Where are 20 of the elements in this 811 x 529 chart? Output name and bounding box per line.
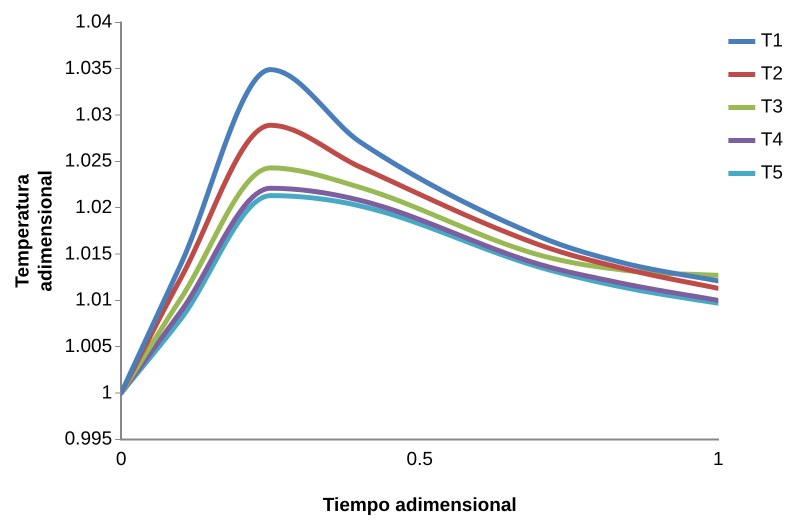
- y-tick-label: 1.01: [75, 290, 112, 311]
- y-tick-label: 1.035: [64, 58, 112, 79]
- y-tick-label: 1.025: [64, 150, 112, 172]
- legend-label: T4: [760, 130, 784, 151]
- y-tick-label: 1.04: [75, 12, 113, 33]
- x-tick-label: 0: [116, 449, 126, 470]
- legend-label: T5: [760, 162, 784, 184]
- legend-label: T1: [760, 30, 784, 52]
- legend-label: T3: [760, 96, 784, 118]
- x-tick-label: 0.5: [406, 449, 433, 470]
- x-axis-title: Tiempo adimensional: [322, 494, 517, 516]
- y-tick-label: 1.03: [75, 104, 112, 126]
- y-tick-label: 1.015: [64, 243, 112, 264]
- y-tick-label: 1: [102, 382, 112, 404]
- legend-label: T2: [760, 64, 784, 85]
- y-axis-title: Temperatura adimensional: [12, 170, 56, 292]
- y-tick-label: 0.995: [64, 428, 112, 450]
- x-tick-label: 1: [713, 449, 724, 470]
- y-tick-label: 1.005: [64, 336, 112, 357]
- y-tick-label: 1.02: [75, 196, 112, 218]
